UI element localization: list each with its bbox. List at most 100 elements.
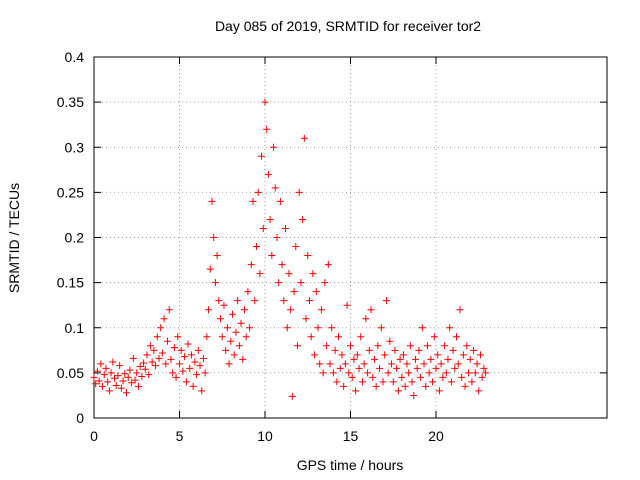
data-point [160,315,168,323]
data-point [400,351,408,359]
data-point [480,364,488,372]
data-point [112,382,120,390]
data-point [331,346,339,354]
data-point [194,346,202,354]
data-point [283,324,291,332]
data-point [205,306,213,314]
data-point [182,378,190,386]
y-tick-label: 0.3 [65,139,85,155]
data-point [423,342,431,350]
data-point [307,333,315,341]
data-point [193,371,201,379]
data-point [158,349,166,357]
data-point [117,384,125,392]
data-point [340,382,348,390]
data-point [234,297,242,305]
data-point [292,243,300,251]
x-tick-label: 0 [90,428,98,444]
data-point [105,387,113,395]
data-point [244,288,252,296]
data-point [341,360,349,368]
data-point [435,387,443,395]
data-point [215,297,223,305]
data-point [312,288,320,296]
data-point [369,373,377,381]
data-point [251,297,259,305]
data-point [280,297,288,305]
data-point [290,288,298,296]
data-point [122,389,130,397]
data-point [256,270,264,278]
data-point [271,184,279,192]
data-point [203,333,211,341]
data-point [152,362,160,370]
data-point [119,377,127,385]
data-point [121,370,129,378]
x-tick-label: 5 [176,428,184,444]
data-point [247,261,255,269]
data-point [374,342,382,350]
data-point [213,252,221,260]
data-point [355,364,363,372]
data-point [211,279,219,287]
data-point [444,355,452,363]
data-point [422,382,430,390]
data-point [432,364,440,372]
data-point [316,360,324,368]
data-point [398,373,406,381]
data-point [370,355,378,363]
data-point [367,306,375,314]
data-point [288,392,296,400]
data-point [181,353,189,361]
data-point [223,324,231,332]
data-point [345,369,353,377]
data-point [317,306,325,314]
data-point [174,333,182,341]
data-point [114,372,122,380]
x-axis-label: GPS time / hours [297,457,404,473]
data-point [240,306,248,314]
data-point [297,279,305,287]
data-point [439,373,447,381]
data-point [401,382,409,390]
y-tick-label: 0.25 [57,184,84,200]
data-point [172,373,180,381]
data-point [360,360,368,368]
data-point [136,363,144,371]
data-point [268,252,276,260]
data-point [222,346,230,354]
data-point [389,378,397,386]
data-point [126,366,134,374]
data-point [434,351,442,359]
data-point [155,354,163,362]
data-point [381,351,389,359]
data-point [304,252,312,260]
data-point [417,373,425,381]
data-point [466,355,474,363]
data-point [329,369,337,377]
data-point [263,125,271,133]
data-point [246,324,254,332]
data-point [293,342,301,350]
data-point [153,333,161,341]
data-point [235,342,243,350]
data-point [282,224,290,232]
y-tick-label: 0.2 [65,230,85,246]
data-point [285,270,293,278]
data-point [456,306,464,314]
data-point [109,358,117,366]
data-point [459,351,467,359]
data-point [218,333,226,341]
data-point [324,261,332,269]
data-point [311,351,319,359]
data-point [210,234,218,241]
data-point [169,369,177,377]
data-point [242,333,250,341]
data-point [437,360,445,368]
data-point [254,188,262,196]
data-point [451,364,459,372]
data-point [442,369,450,377]
data-point [141,365,149,373]
tick-labels: 0 0.05 0.1 0.15 0.2 0.25 0.3 0.35 0.4 0 5 10 15 20 [57,49,444,444]
